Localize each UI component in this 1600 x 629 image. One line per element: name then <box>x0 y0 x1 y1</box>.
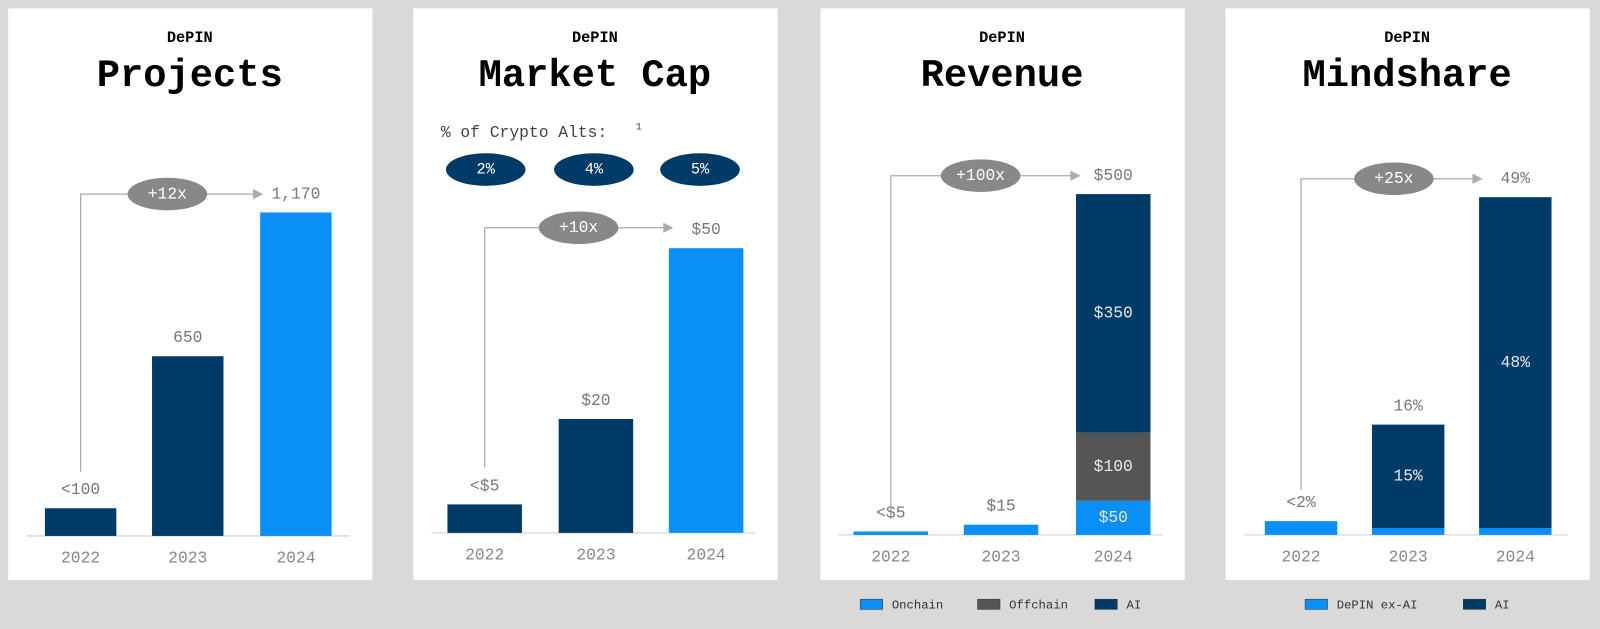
bar-segment <box>1076 432 1151 501</box>
bar-segment <box>853 531 929 535</box>
legend-label: AI <box>1495 599 1510 613</box>
legend-swatch <box>1094 598 1118 610</box>
alts-label: % of Crypto Alts: <box>441 123 607 142</box>
x-tick-label: 2024 <box>276 549 315 568</box>
alts-value: 4% <box>585 161 604 179</box>
x-tick-label: 2024 <box>1496 548 1535 567</box>
alts-oval <box>554 153 634 186</box>
legend-label: Onchain <box>892 599 943 613</box>
segment-label: 48% <box>1501 353 1531 372</box>
legend-label: AI <box>1127 599 1142 613</box>
subtitle: DePIN <box>1384 29 1430 47</box>
growth-oval <box>127 177 208 211</box>
growth-arrow <box>1472 173 1483 184</box>
value-label: 650 <box>173 328 202 347</box>
x-tick-label: 2023 <box>168 549 207 568</box>
legend-swatch <box>977 598 1001 610</box>
x-tick-label: 2024 <box>687 546 726 565</box>
segment-label: $100 <box>1094 457 1133 476</box>
segment-label: $350 <box>1094 304 1133 323</box>
subtitle: DePIN <box>979 29 1025 47</box>
bar-segment <box>963 524 1039 535</box>
legend-swatch <box>1463 598 1486 610</box>
x-tick-label: 2022 <box>465 546 504 565</box>
growth-label: +25x <box>1374 169 1413 188</box>
value-label: 1,170 <box>271 184 320 203</box>
bar <box>152 356 224 536</box>
total-label: $500 <box>1094 166 1133 185</box>
value-label: <100 <box>61 480 100 499</box>
x-tick-label: 2023 <box>576 546 615 565</box>
x-tick-label: 2023 <box>1389 548 1428 567</box>
title: Market Cap <box>479 54 712 98</box>
x-tick-label: 2023 <box>981 548 1020 567</box>
bar-segment <box>1479 197 1552 529</box>
value-label: $20 <box>581 391 610 410</box>
alts-value: 2% <box>477 161 496 179</box>
title: Projects <box>97 54 283 98</box>
segment-label: $50 <box>1099 508 1128 527</box>
growth-label: +100x <box>956 166 1005 185</box>
title: Mindshare <box>1302 54 1511 98</box>
total-label: <2% <box>1286 493 1316 512</box>
alts-oval <box>445 153 526 186</box>
growth-arrow <box>253 188 264 200</box>
x-tick-label: 2022 <box>871 548 910 567</box>
x-tick-label: 2022 <box>61 549 100 568</box>
legend-swatch <box>859 598 883 610</box>
growth-arrow <box>663 222 674 233</box>
bar <box>260 212 332 536</box>
subtitle: DePIN <box>572 29 618 47</box>
segment-label: 15% <box>1393 467 1423 486</box>
value-label: <$5 <box>470 476 499 495</box>
subtitle: DePIN <box>167 29 213 47</box>
bar-segment <box>1479 528 1552 535</box>
legend-label: DePIN ex-AI <box>1337 599 1418 613</box>
bar <box>668 248 744 533</box>
alts-note: 1 <box>636 122 642 133</box>
bar-segment <box>1264 521 1338 535</box>
bar-segment <box>1371 528 1445 535</box>
growth-label: +10x <box>559 218 598 237</box>
total-label: 16% <box>1393 397 1423 416</box>
bar-segment <box>1076 500 1151 535</box>
total-label: $15 <box>986 497 1015 516</box>
legend-label: Offchain <box>1009 599 1068 613</box>
x-tick-label: 2022 <box>1281 548 1320 567</box>
title: Revenue <box>921 54 1084 98</box>
bar <box>558 418 634 533</box>
growth-oval <box>940 159 1021 193</box>
alts-oval <box>660 153 740 186</box>
growth-oval <box>538 211 619 245</box>
total-label: 49% <box>1501 169 1531 188</box>
total-label: <$5 <box>876 503 905 522</box>
bar <box>447 504 522 533</box>
value-label: $50 <box>691 220 720 239</box>
growth-oval <box>1354 162 1434 196</box>
growth-label: +12x <box>148 184 187 203</box>
bar <box>44 508 117 536</box>
x-tick-label: 2024 <box>1094 548 1133 567</box>
legend-swatch <box>1304 598 1328 610</box>
bar-segment <box>1076 194 1151 433</box>
bar-segment <box>1371 424 1445 529</box>
alts-value: 5% <box>691 161 710 179</box>
growth-arrow <box>1070 170 1081 181</box>
